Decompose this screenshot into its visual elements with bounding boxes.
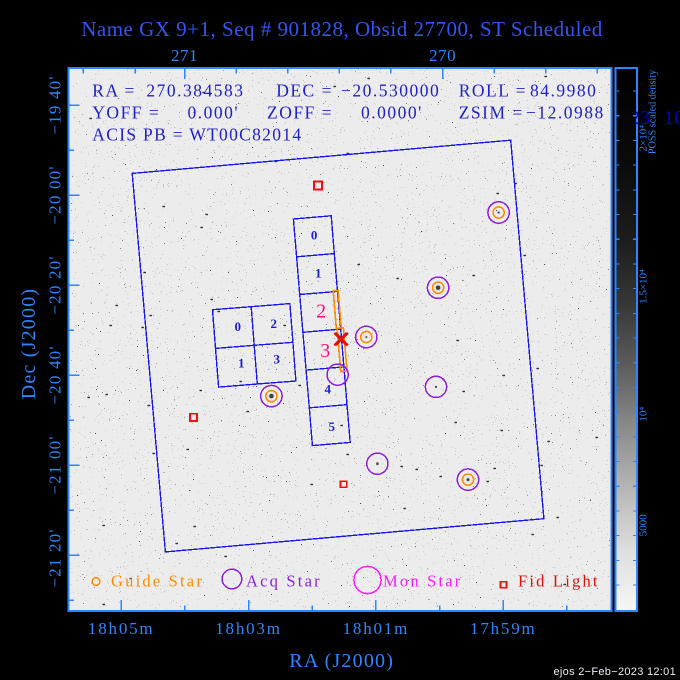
svg-text:Name GX 9+1, Seq # 901828, Obs: Name GX 9+1, Seq # 901828, Obsid 27700, … (81, 17, 603, 41)
svg-text:−20 00': −20 00' (46, 165, 65, 224)
svg-text:RA =: RA = (92, 81, 136, 101)
svg-text:−20 40': −20 40' (46, 345, 65, 404)
svg-text:3: 3 (274, 351, 281, 366)
svg-text:−19 40': −19 40' (46, 75, 65, 134)
svg-text:−21 00': −21 00' (46, 435, 65, 494)
svg-text:0.000': 0.000' (188, 103, 240, 123)
svg-text:0.0000': 0.0000' (361, 103, 423, 123)
svg-text:23: 23 (630, 108, 651, 129)
svg-text:18h01m: 18h01m (343, 619, 410, 638)
svg-text:4: 4 (324, 381, 331, 396)
svg-text:Fid Light: Fid Light (518, 572, 600, 591)
svg-text:−21 20': −21 20' (46, 528, 65, 587)
svg-text:1: 1 (315, 266, 322, 281)
svg-text:ROLL =: ROLL = (459, 81, 527, 101)
svg-text:Guide Star: Guide Star (111, 572, 204, 591)
svg-text:Acq Star: Acq Star (246, 572, 322, 591)
svg-text:18h03m: 18h03m (215, 619, 282, 638)
svg-text:0: 0 (235, 319, 242, 334)
svg-text:ACIS PB = WT00C82014: ACIS PB = WT00C82014 (92, 125, 302, 145)
svg-text:ZSIM =: ZSIM = (459, 103, 524, 123)
svg-text:2×10⁴: 2×10⁴ (638, 125, 650, 152)
svg-text:ejos 2−Feb−2023 12:01: ejos 2−Feb−2023 12:01 (553, 666, 676, 678)
svg-text:2: 2 (271, 316, 278, 331)
svg-text:−12.0988: −12.0988 (526, 103, 605, 123)
svg-text:1: 1 (238, 356, 245, 371)
svg-text:POSS scaled density: POSS scaled density (648, 69, 659, 154)
svg-text:Mon Star: Mon Star (383, 572, 462, 591)
svg-text:5000: 5000 (638, 514, 650, 537)
svg-text:DEC =: DEC = (276, 81, 333, 101)
svg-text:270.384583: 270.384583 (146, 81, 244, 101)
svg-text:5: 5 (329, 419, 336, 434)
svg-text:84.9980: 84.9980 (530, 81, 597, 101)
svg-text:ZOFF =: ZOFF = (267, 103, 333, 123)
svg-text:3: 3 (320, 340, 330, 362)
svg-text:0: 0 (311, 228, 318, 243)
svg-text:10⁴: 10⁴ (638, 407, 650, 422)
svg-text:YOFF =: YOFF = (92, 103, 160, 123)
svg-text:271: 271 (171, 46, 198, 65)
svg-text:Dec (J2000): Dec (J2000) (18, 288, 40, 400)
svg-text:18h05m: 18h05m (88, 619, 155, 638)
svg-text:−20.530000: −20.530000 (341, 81, 440, 101)
svg-text:2: 2 (316, 301, 326, 323)
svg-text:RA (J2000): RA (J2000) (289, 650, 394, 672)
svg-text:1.5×10⁴: 1.5×10⁴ (638, 269, 650, 304)
svg-text:−20 20': −20 20' (46, 255, 65, 314)
svg-text:17h59m: 17h59m (470, 619, 537, 638)
svg-text:270: 270 (429, 46, 456, 65)
svg-text:10:: 10: (664, 108, 680, 129)
